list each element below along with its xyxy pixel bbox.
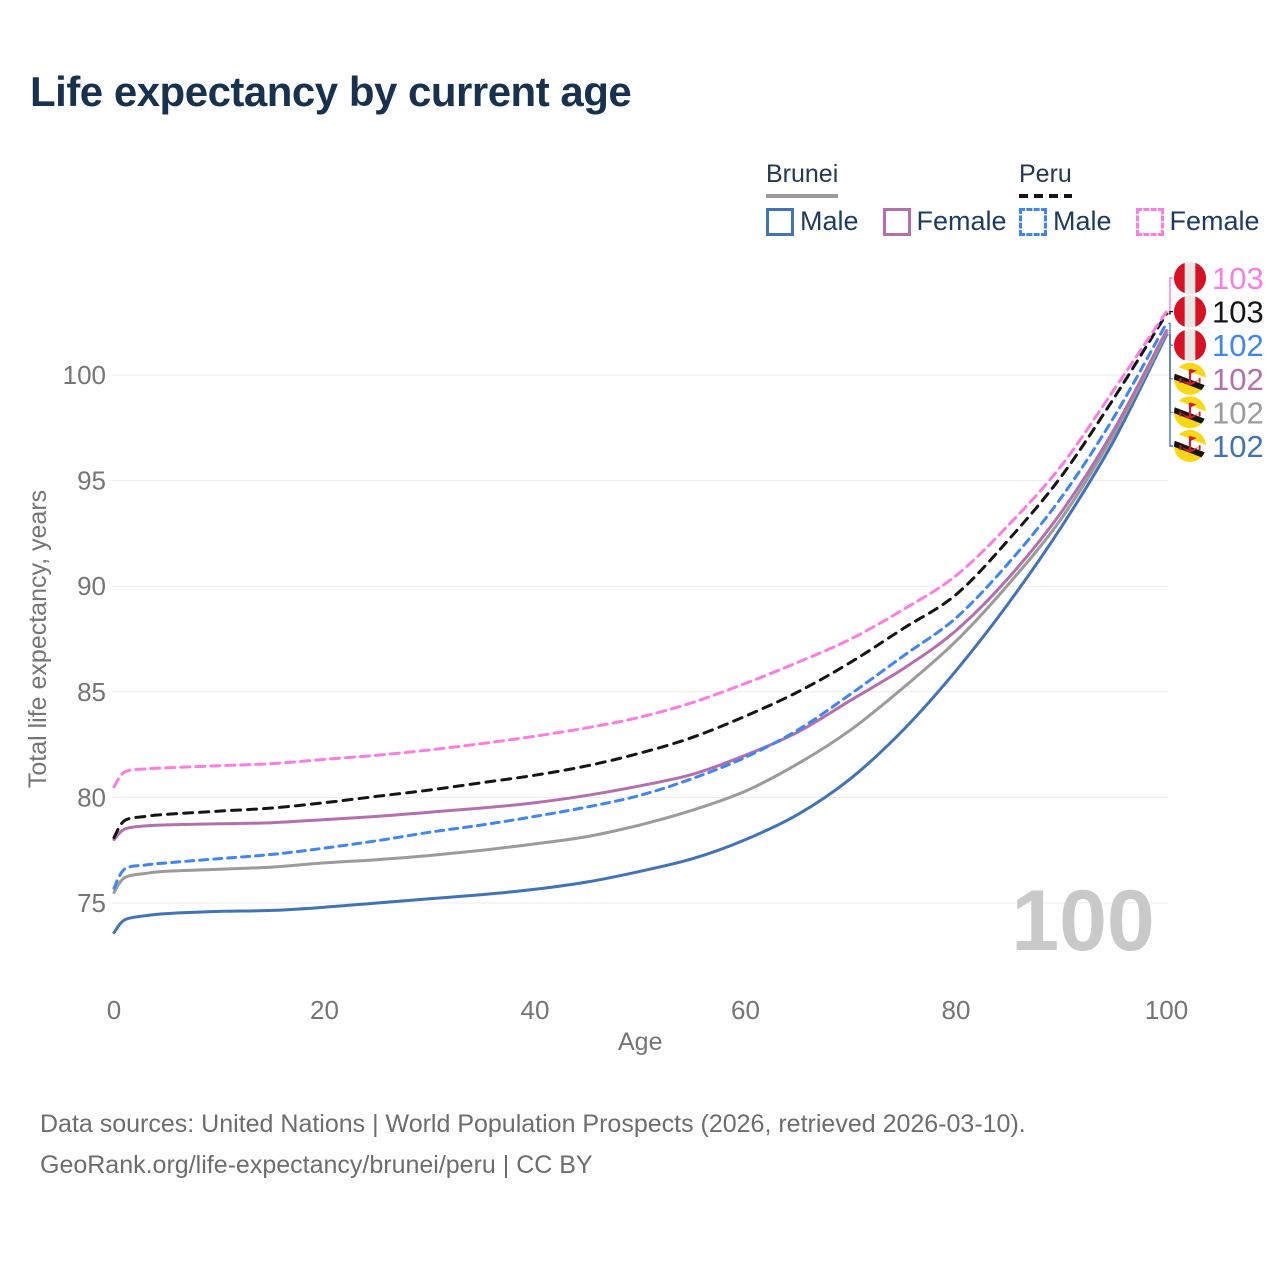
peru-line-style-sample	[1019, 194, 1072, 198]
y-tick-label: 85	[77, 677, 106, 707]
data-sources-line: Data sources: United Nations | World Pop…	[40, 1110, 1026, 1138]
brunei-female-swatch[interactable]	[882, 207, 911, 236]
legend-group-peru: Peru Male Female	[1019, 160, 1274, 237]
end-label-connector	[1168, 329, 1173, 380]
peru-male-swatch[interactable]	[1019, 207, 1047, 236]
end-label-connector	[1168, 277, 1173, 313]
x-tick-label: 100	[1145, 995, 1188, 1025]
end-value-label-peru-female: 103	[1212, 261, 1264, 296]
brunei-flag-icon	[1169, 430, 1211, 462]
legend-item-label[interactable]: Male	[800, 206, 859, 236]
legend-item-brunei-female[interactable]: Female	[882, 206, 1007, 237]
footer: Data sources: United Nations | World Pop…	[40, 1104, 1026, 1186]
peru-flag-icon	[1173, 295, 1207, 328]
legend-country-peru: Peru	[1019, 160, 1072, 198]
x-tick-label: 0	[107, 995, 121, 1025]
legend-group-brunei: Brunei Male Female	[766, 160, 1021, 237]
series-line-brunei-all[interactable]	[112, 331, 1168, 894]
legend-country-label: Brunei	[766, 160, 839, 188]
series-line-peru-all[interactable]	[112, 312, 1168, 840]
attribution-line: GeoRank.org/life-expectancy/brunei/peru …	[40, 1151, 593, 1179]
legend-item-brunei-male[interactable]: Male	[766, 206, 859, 237]
page-title: Life expectancy by current age	[30, 68, 632, 115]
x-tick-label: 20	[310, 995, 339, 1025]
legend-item-peru-female[interactable]: Female	[1135, 206, 1260, 237]
y-tick-label: 75	[77, 888, 106, 918]
end-label-connector	[1168, 310, 1173, 315]
y-tick-label: 100	[63, 360, 106, 390]
x-tick-label: 60	[731, 995, 760, 1025]
brunei-line-style-sample	[766, 194, 839, 198]
legend-country-label: Peru	[1019, 160, 1072, 188]
y-tick-label: 95	[77, 466, 106, 496]
peru-flag-icon	[1173, 262, 1207, 294]
peru-female-swatch[interactable]	[1135, 207, 1164, 236]
end-label-connector	[1168, 334, 1173, 447]
brunei-flag-icon	[1169, 396, 1211, 429]
x-tick-label: 80	[942, 995, 971, 1025]
x-axis-title: Age	[618, 1028, 662, 1056]
brunei-flag-icon	[1169, 362, 1211, 395]
legend-items-brunei: Male Female	[766, 206, 1021, 237]
legend-items-peru: Male Female	[1019, 206, 1274, 237]
legend: Brunei Male Female Peru Male	[0, 160, 1280, 250]
legend-item-label[interactable]: Female	[916, 206, 1007, 236]
legend-item-label[interactable]: Male	[1053, 206, 1112, 236]
end-value-label-peru-all: 103	[1212, 295, 1264, 330]
legend-item-peru-male[interactable]: Male	[1019, 206, 1112, 237]
x-tick-label: 40	[521, 995, 550, 1025]
series-line-peru-female[interactable]	[112, 310, 1168, 789]
legend-item-label[interactable]: Female	[1169, 206, 1260, 236]
series-line-brunei-male[interactable]	[112, 333, 1168, 935]
series-line-peru-male[interactable]	[112, 321, 1168, 890]
end-value-label-peru-male: 102	[1212, 328, 1264, 363]
end-value-label-brunei-male: 102	[1212, 429, 1264, 464]
hover-age-watermark: 100	[1011, 873, 1155, 969]
brunei-male-swatch[interactable]	[766, 207, 794, 236]
end-value-label-brunei-female: 102	[1212, 362, 1264, 397]
y-axis-title: Total life expectancy, years	[24, 490, 52, 788]
legend-country-brunei: Brunei	[766, 160, 839, 198]
series-line-brunei-female[interactable]	[112, 329, 1168, 842]
end-value-label-brunei-all: 102	[1212, 395, 1264, 430]
peru-flag-icon	[1173, 329, 1207, 362]
y-tick-label: 90	[77, 571, 106, 601]
y-tick-label: 80	[77, 782, 106, 812]
